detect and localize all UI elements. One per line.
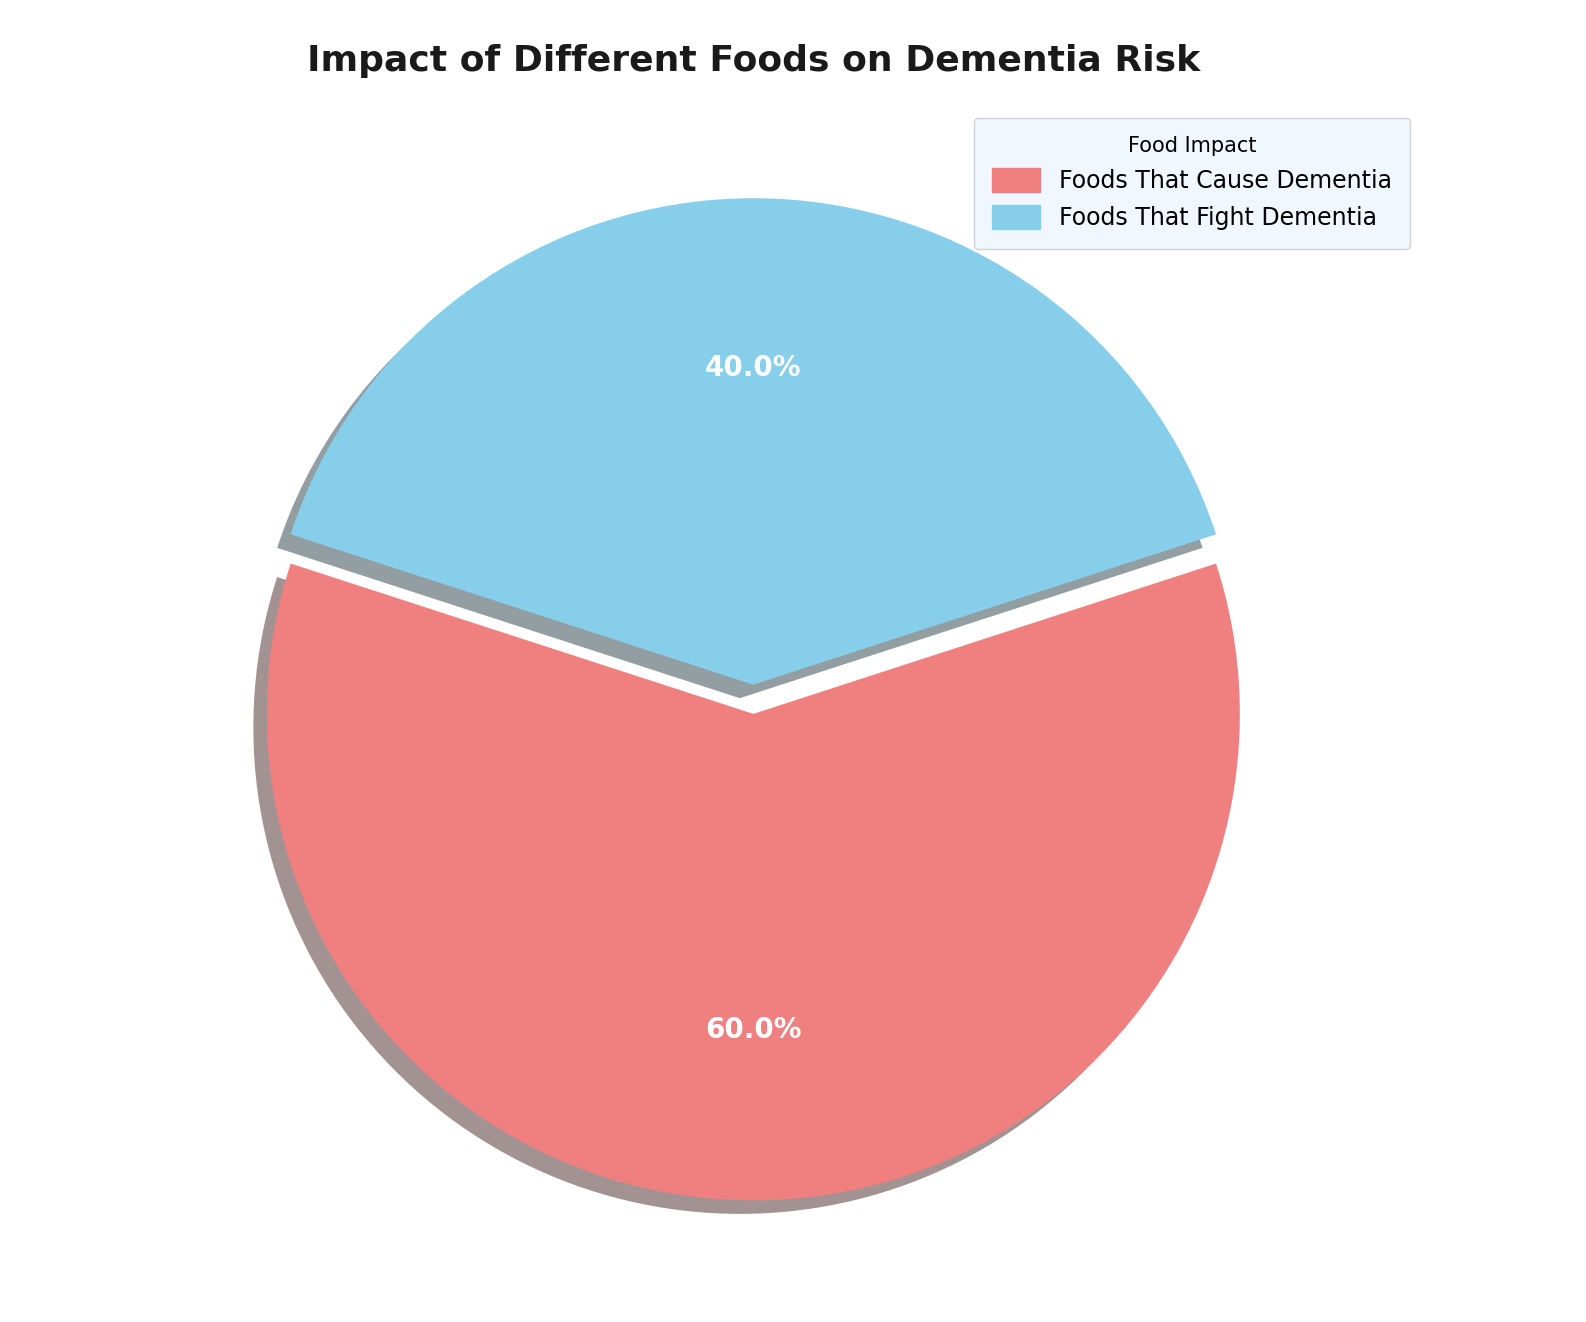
Title: Impact of Different Foods on Dementia Risk: Impact of Different Foods on Dementia Ri… <box>306 44 1201 78</box>
Text: 60.0%: 60.0% <box>706 1017 801 1044</box>
Text: 40.0%: 40.0% <box>706 354 801 382</box>
Wedge shape <box>266 563 1240 1200</box>
Legend: Foods That Cause Dementia, Foods That Fight Dementia: Foods That Cause Dementia, Foods That Fi… <box>974 118 1410 249</box>
Wedge shape <box>290 198 1216 685</box>
